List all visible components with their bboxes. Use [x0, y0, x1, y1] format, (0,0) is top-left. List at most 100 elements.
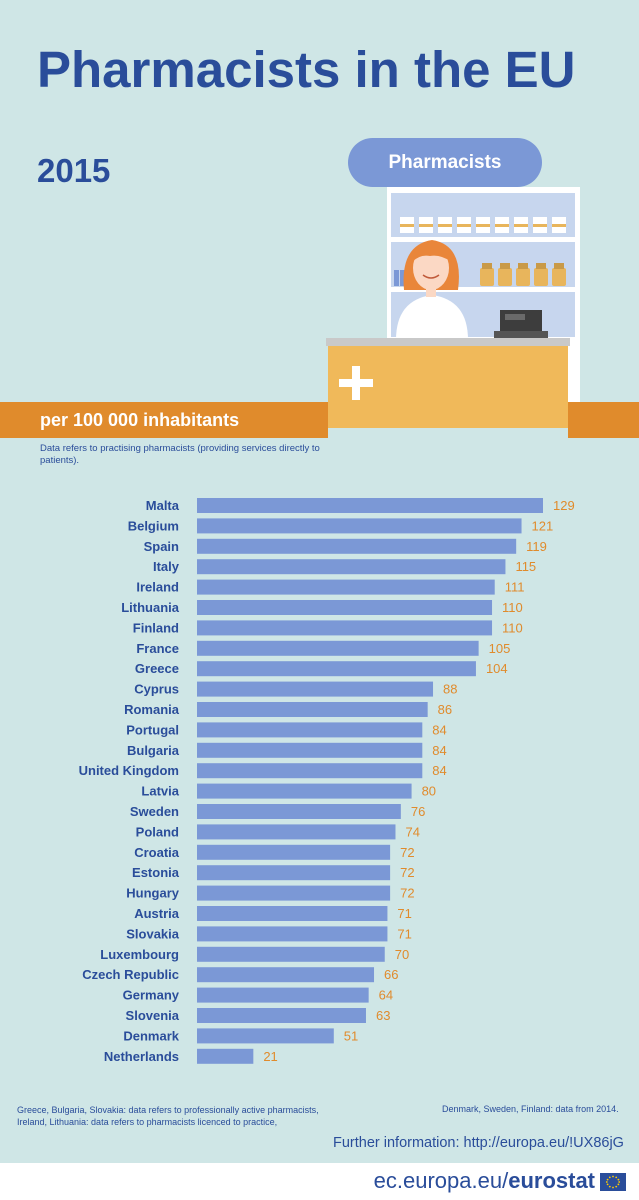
category-label: Estonia: [132, 865, 180, 880]
value-label: 129: [553, 498, 575, 513]
brand-domain: ec.europa.eu/: [373, 1168, 509, 1193]
bar: [197, 1008, 366, 1023]
bar: [197, 702, 428, 717]
category-label: Czech Republic: [82, 967, 179, 982]
value-label: 72: [400, 845, 414, 860]
bar: [197, 498, 543, 513]
page-title: Pharmacists in the EU: [37, 41, 576, 98]
eu-flag-icon: [600, 1173, 626, 1191]
bar: [197, 1048, 254, 1064]
bar: [197, 1028, 334, 1044]
bar: [197, 681, 434, 697]
category-label: Netherlands: [104, 1049, 179, 1064]
value-label: 71: [397, 926, 411, 941]
value-label: 84: [432, 763, 446, 778]
data-note: Data refers to practising pharmacists (p…: [40, 443, 320, 466]
category-label: Belgium: [128, 518, 179, 533]
footnote-right: Denmark, Sweden, Finland: data from 2014…: [442, 1104, 619, 1114]
value-label: 21: [263, 1049, 277, 1064]
bar: [197, 742, 423, 758]
value-label: 119: [526, 539, 547, 554]
bar: [197, 600, 493, 615]
category-label: Cyprus: [134, 682, 179, 697]
category-label: Malta: [146, 498, 180, 513]
bar: [197, 518, 522, 534]
footnote-left-line1: Greece, Bulgaria, Slovakia: data refers …: [17, 1105, 319, 1115]
footnote-left-line2: Ireland, Lithuania: data refers to pharm…: [17, 1117, 278, 1127]
further-info-link[interactable]: Further information: http://europa.eu/!U…: [333, 1135, 624, 1151]
value-label: 105: [489, 641, 511, 656]
value-label: 111: [505, 580, 525, 595]
bar: [197, 559, 506, 575]
category-label: Romania: [124, 702, 180, 717]
value-label: 74: [405, 824, 419, 839]
bar: [197, 538, 517, 554]
pharmacist-icon: [396, 240, 468, 340]
year-label: 2015: [37, 152, 111, 189]
category-label: Italy: [153, 559, 180, 574]
category-label: Finland: [133, 620, 179, 635]
bar: [197, 661, 476, 677]
unit-band: [0, 402, 328, 438]
value-label: 86: [438, 702, 452, 717]
bar: [197, 967, 375, 983]
category-label: France: [136, 641, 179, 656]
value-label: 64: [379, 988, 393, 1003]
category-label: Latvia: [141, 784, 179, 799]
value-label: 104: [486, 661, 508, 676]
value-label: 72: [400, 865, 414, 880]
value-label: 80: [422, 784, 436, 799]
category-label: Ireland: [136, 580, 179, 595]
value-label: 115: [515, 559, 536, 574]
category-label: Germany: [123, 988, 180, 1003]
category-label: Slovakia: [126, 926, 180, 941]
category-label: Denmark: [123, 1028, 179, 1043]
bar-chart: Malta 129 Belgium 121 Spain 119 Italy 115 Irelan…: [79, 498, 575, 1064]
category-label: Poland: [136, 824, 179, 839]
value-label: 84: [432, 743, 446, 758]
medicine-boxes-icon: [400, 217, 566, 233]
eurostat-logo: ec.europa.eu/eurostat: [374, 1168, 595, 1194]
brand-name: eurostat: [508, 1168, 595, 1193]
value-label: 84: [432, 722, 446, 737]
category-label: Bulgaria: [127, 743, 180, 758]
bar: [197, 722, 423, 738]
value-label: 66: [384, 967, 398, 982]
category-label: Greece: [135, 661, 179, 676]
value-label: 70: [395, 947, 409, 962]
value-label: 88: [443, 682, 457, 697]
category-label: Luxembourg: [100, 947, 179, 962]
bar: [197, 926, 388, 942]
value-label: 121: [532, 518, 554, 533]
bar: [197, 885, 391, 901]
cash-register-icon: [494, 310, 548, 340]
category-label: Slovenia: [126, 1008, 180, 1023]
medicine-jars-icon: [394, 263, 566, 286]
category-label: Austria: [134, 906, 180, 921]
bar: [197, 804, 401, 819]
footnote-left: Greece, Bulgaria, Slovakia: data refers …: [17, 1104, 397, 1128]
category-label: Spain: [144, 539, 179, 554]
pharmacists-badge: Pharmacists: [348, 138, 542, 187]
bar: [197, 946, 385, 962]
value-label: 76: [411, 804, 425, 819]
value-label: 72: [400, 886, 414, 901]
unit-label: per 100 000 inhabitants: [40, 410, 240, 430]
bar: [197, 620, 493, 636]
category-label: Portugal: [126, 722, 179, 737]
bar: [197, 865, 391, 881]
category-label: United Kingdom: [79, 763, 179, 778]
bar: [197, 987, 369, 1003]
value-label: 110: [502, 600, 523, 615]
brand-bar: [0, 1163, 639, 1200]
value-label: 110: [502, 620, 523, 635]
category-label: Hungary: [126, 886, 180, 901]
category-label: Croatia: [134, 845, 180, 860]
bar: [197, 824, 396, 840]
bar: [197, 763, 423, 779]
pharmacy-illustration: [0, 187, 639, 438]
bar: [197, 640, 479, 656]
value-label: 71: [397, 906, 411, 921]
value-label: 51: [344, 1028, 358, 1043]
